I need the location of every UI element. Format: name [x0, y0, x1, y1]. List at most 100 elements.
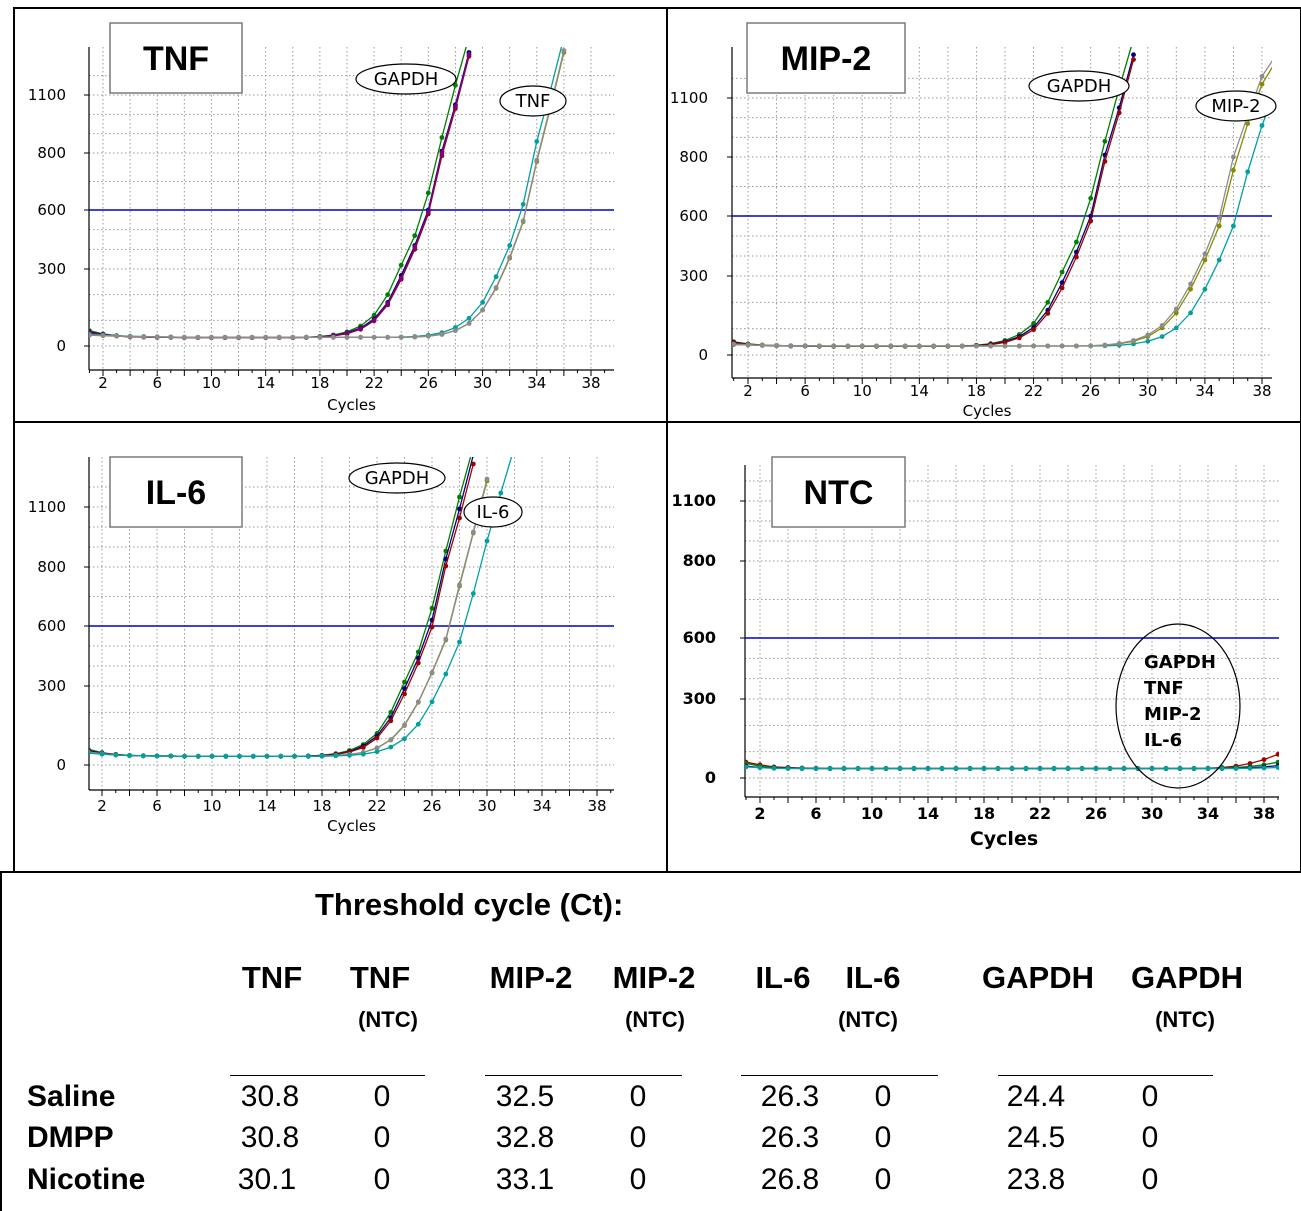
y-tick-label: 1100: [671, 491, 716, 510]
x-axis-label: Cycles: [327, 396, 376, 414]
data-point: [168, 334, 174, 340]
data-point: [305, 753, 311, 759]
data-point: [757, 765, 763, 771]
data-point: [813, 766, 819, 771]
y-tick-label: 0: [698, 346, 708, 364]
table-cell: 0: [1141, 1080, 1159, 1113]
x-tick-label: 10: [861, 804, 883, 823]
data-point: [385, 334, 391, 340]
x-tick-label: 22: [1024, 382, 1043, 400]
data-point: [1231, 223, 1236, 229]
data-point: [388, 709, 394, 715]
data-point: [89, 332, 92, 338]
data-point: [520, 201, 526, 207]
data-point: [89, 750, 91, 756]
series-line-1: [745, 761, 1279, 770]
data-point: [276, 334, 282, 340]
annotation-oval: [1195, 90, 1277, 122]
table-cell: 26.3: [760, 1121, 820, 1154]
x-tick-label: 34: [532, 797, 551, 815]
data-point: [439, 332, 445, 337]
data-point: [237, 753, 242, 759]
y-tick-label: 600: [679, 207, 708, 225]
column-header: TNF: [241, 960, 303, 995]
data-point: [1163, 766, 1169, 771]
data-point: [263, 334, 269, 340]
table-cell: 0: [373, 1080, 391, 1113]
data-point: [181, 334, 187, 340]
data-point: [1023, 766, 1029, 771]
data-point: [1045, 299, 1051, 305]
data-point: [480, 307, 485, 313]
x-tick-label: 30: [1138, 382, 1157, 400]
data-point: [945, 343, 951, 349]
data-point: [874, 343, 879, 349]
data-point: [402, 736, 407, 742]
x-tick-label: 22: [367, 797, 386, 815]
data-point: [534, 139, 540, 144]
table-cell: 0: [373, 1121, 391, 1154]
data-point: [1173, 306, 1179, 312]
data-point: [1202, 257, 1208, 263]
data-point: [1093, 766, 1099, 771]
data-point: [182, 753, 187, 759]
data-point: [1045, 343, 1051, 349]
data-point: [466, 321, 472, 326]
table-cell: 0: [629, 1080, 647, 1113]
table-cell: 0: [1141, 1121, 1159, 1154]
data-point: [925, 766, 931, 771]
data-point: [168, 753, 174, 759]
x-tick-label: 14: [917, 804, 939, 823]
data-point: [113, 752, 119, 758]
data-point: [480, 300, 485, 305]
data-point: [869, 766, 875, 771]
data-point: [1102, 159, 1108, 164]
data-point: [114, 333, 119, 339]
data-point: [1131, 338, 1136, 343]
annotation-oval: [355, 63, 457, 95]
data-point: [140, 753, 146, 759]
data-point: [371, 317, 377, 323]
data-point: [902, 343, 908, 349]
data-point: [388, 718, 394, 724]
data-point: [1259, 123, 1265, 128]
data-point: [1219, 766, 1225, 771]
table-cell: 23.8: [1006, 1163, 1066, 1196]
data-point: [99, 751, 105, 757]
series-group: [732, 47, 1272, 349]
data-point: [471, 457, 475, 458]
data-point: [100, 333, 106, 338]
x-tick-label: 6: [152, 797, 162, 815]
data-point: [1290, 757, 1295, 762]
data-point: [1188, 281, 1193, 287]
data-point: [358, 334, 363, 340]
x-tick-label: 38: [587, 797, 606, 815]
gridlines: [89, 457, 614, 790]
ct-table: Threshold cycle (Ct): TNF TNF (NTC) MIP-2 MI…: [0, 872, 1301, 1211]
data-point: [745, 342, 751, 348]
data-point: [1216, 223, 1222, 229]
data-point: [1202, 251, 1208, 257]
data-point: [278, 753, 284, 759]
data-point: [398, 334, 404, 340]
data-point: [799, 766, 805, 771]
data-point: [1074, 254, 1079, 260]
panel-title: NTC: [804, 474, 874, 512]
x-tick-label: 38: [1252, 382, 1271, 400]
data-point: [222, 334, 228, 340]
data-point: [443, 563, 449, 569]
y-tick-label: 300: [37, 260, 66, 278]
data-point: [1131, 52, 1136, 58]
data-point: [319, 753, 325, 759]
data-point: [1009, 766, 1015, 771]
data-point: [883, 766, 889, 771]
data-point: [303, 334, 309, 340]
data-point: [385, 292, 391, 298]
data-point: [1261, 765, 1267, 771]
table-cell: 0: [629, 1121, 647, 1154]
column-header: GAPDH: [1131, 960, 1243, 995]
column-subheader: (NTC): [625, 1007, 685, 1032]
data-point: [774, 343, 779, 348]
data-point: [347, 752, 352, 758]
data-point: [457, 515, 462, 521]
